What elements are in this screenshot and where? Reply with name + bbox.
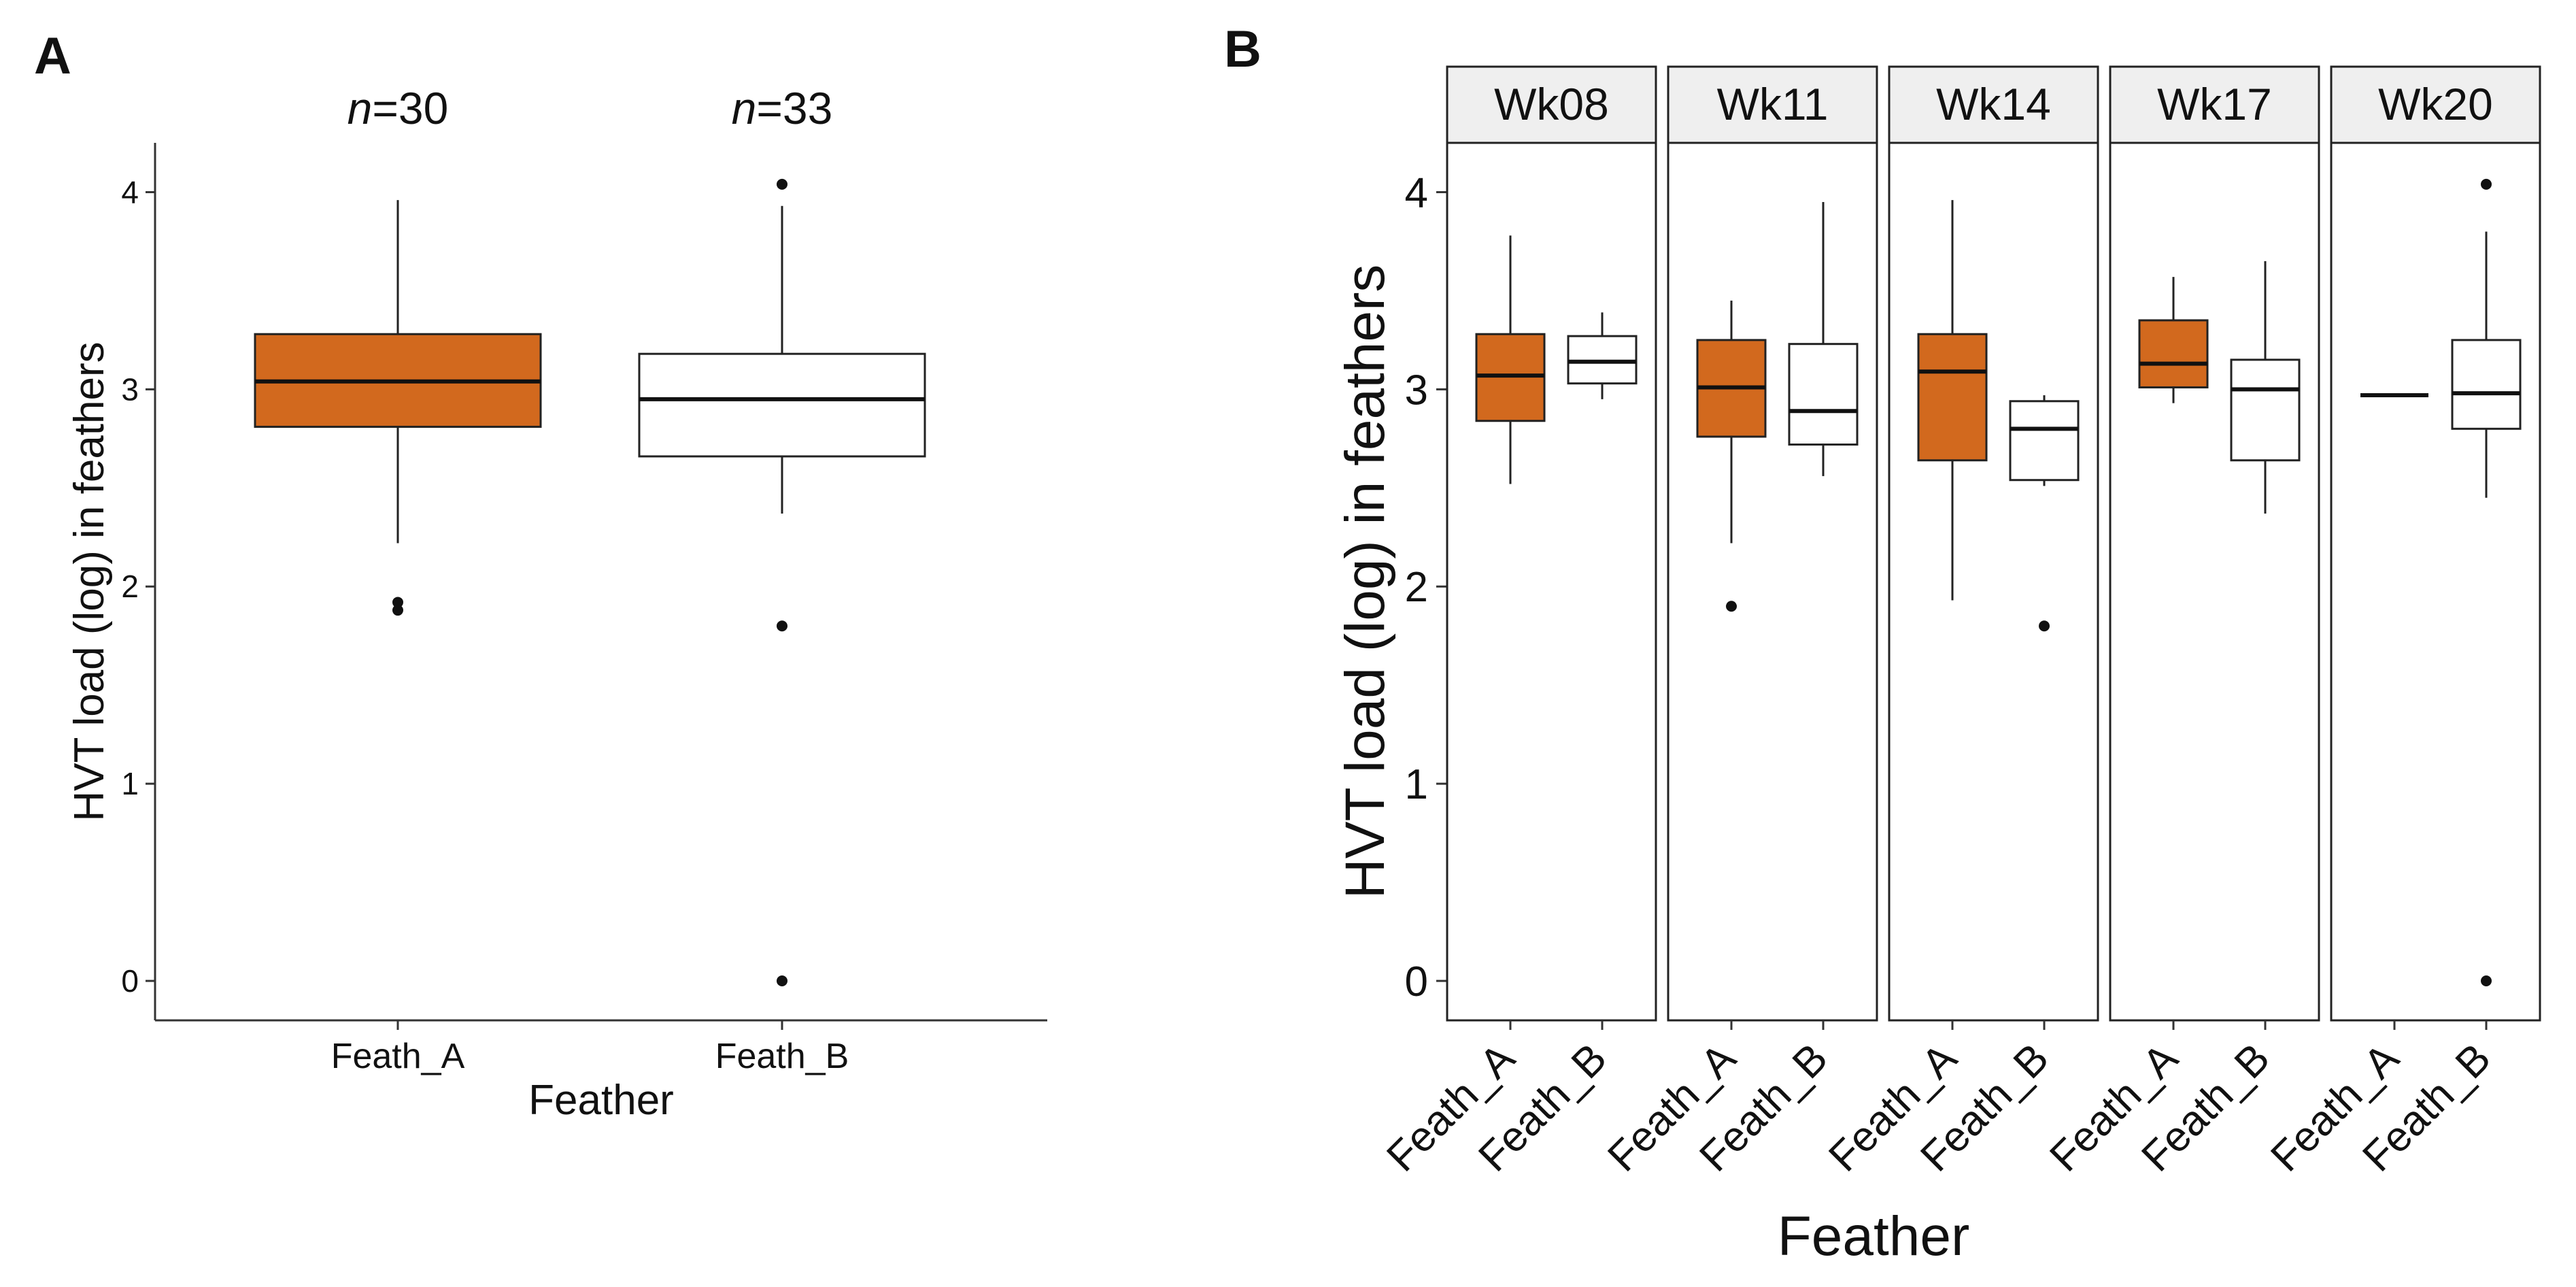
panel-label-a: A	[34, 27, 71, 85]
annotation-n-value: =30	[372, 83, 448, 133]
facet-strip	[2109, 65, 2320, 144]
box-iqr	[2451, 339, 2522, 430]
annotation-n-a: n=30	[348, 83, 449, 133]
facet-strip-label: Wk11	[1717, 79, 1829, 129]
outlier-point	[392, 605, 403, 616]
x-tick-label: Feath_B	[715, 1037, 849, 1076]
panel-b: B Feather HVT load (log) in feathers 0 1 2…	[1224, 20, 2541, 1267]
y-tick-label: 4	[1405, 169, 1428, 216]
box-iqr	[2138, 319, 2209, 388]
y-tick-label: 0	[121, 963, 139, 999]
y-tick-label: 3	[1405, 367, 1428, 414]
outlier-point	[2481, 975, 2492, 987]
facet-strip	[2330, 65, 2541, 144]
outlier-point	[777, 975, 787, 987]
y-tick-label: 1	[1405, 761, 1428, 808]
outlier-point	[1726, 601, 1737, 612]
facet-panel-border	[1667, 141, 1878, 1022]
box-iqr	[2230, 358, 2301, 462]
panel-a-marks: 0 1 2 3 4 Feath_A Feath_B	[121, 174, 926, 1076]
y-tick-label: 2	[121, 569, 139, 604]
facet-strip-label: Wk14	[1936, 79, 2051, 129]
facet-strip	[1888, 65, 2099, 144]
panel-b-marks: 0 1 2 3 4Wk08Feath_AFeath_BWk11Feath_AFeath_…	[1378, 65, 2541, 1181]
annotation-n-italic: n	[732, 83, 757, 133]
panel-label-b: B	[1224, 20, 1261, 78]
y-tick-label: 3	[121, 371, 139, 407]
y-tick-label: 1	[121, 766, 139, 801]
facet-panel-border	[2109, 141, 2320, 1022]
facet-strip-label: Wk17	[2157, 79, 2272, 129]
facet-strip-label: Wk08	[1494, 79, 1609, 129]
facet-panel-border	[1888, 141, 2099, 1022]
facet-strip	[1667, 65, 1878, 144]
y-axis-title-b: HVT load (log) in feathers	[1334, 265, 1396, 899]
facet-panel-border	[1446, 141, 1657, 1022]
y-tick-label: 2	[1405, 564, 1428, 611]
annotation-n-italic: n	[348, 83, 373, 133]
outlier-point	[2481, 178, 2492, 190]
outlier-point	[392, 597, 403, 608]
panel-a: A Feather HVT load (log) in feathers n=3…	[34, 27, 1047, 1124]
outlier-point	[2039, 620, 2050, 632]
x-axis-title-a: Feather	[528, 1077, 674, 1124]
box-iqr	[1917, 333, 1988, 462]
box-iqr	[1788, 343, 1859, 446]
annotation-n-value: =33	[756, 83, 832, 133]
box-iqr	[2009, 400, 2080, 482]
y-tick-label: 4	[121, 174, 139, 210]
x-tick-label: Feath_A	[331, 1037, 465, 1076]
facet-panel-border	[2330, 141, 2541, 1022]
x-axis-title-b: Feather	[1778, 1205, 1970, 1267]
facet-strip-label: Wk20	[2378, 79, 2493, 129]
annotation-n-b: n=33	[732, 83, 833, 133]
outlier-point	[777, 178, 787, 190]
outlier-point	[777, 620, 787, 632]
y-axis-title-a: HVT load (log) in feathers	[66, 341, 113, 821]
y-tick-label: 0	[1405, 958, 1428, 1005]
box-iqr	[638, 352, 926, 458]
